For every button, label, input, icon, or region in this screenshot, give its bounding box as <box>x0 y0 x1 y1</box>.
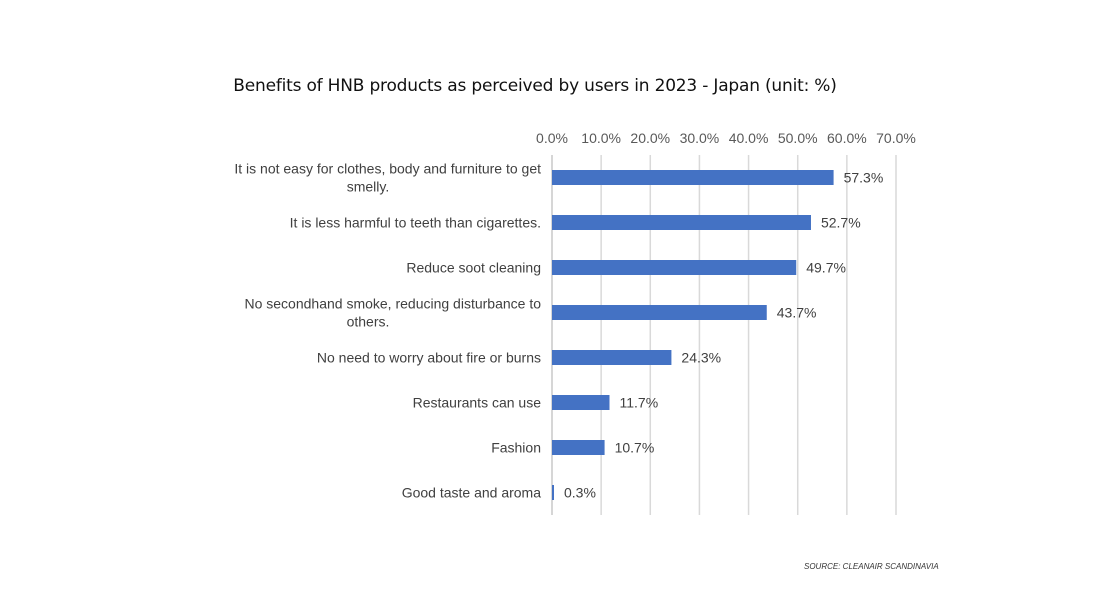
bar <box>552 485 554 500</box>
data-label: 52.7% <box>821 215 861 231</box>
category-label: It is not easy for clothes, body and fur… <box>234 161 541 177</box>
category-label: Fashion <box>491 440 541 456</box>
category-label: Good taste and aroma <box>402 485 542 501</box>
bar <box>552 260 797 275</box>
category-label: Reduce soot cleaning <box>406 260 541 276</box>
x-tick-label: 10.0% <box>581 130 621 146</box>
category-label: No secondhand smoke, reducing disturbanc… <box>244 296 541 312</box>
bar <box>552 215 811 230</box>
data-label: 57.3% <box>844 170 884 186</box>
gridlines <box>551 155 897 515</box>
data-label: 11.7% <box>619 395 658 411</box>
bar <box>552 440 605 455</box>
category-label: Restaurants can use <box>413 395 542 411</box>
x-tick-label: 60.0% <box>827 130 867 146</box>
category-label: No need to worry about fire or burns <box>317 350 541 366</box>
data-label: 49.7% <box>806 260 846 276</box>
data-label: 0.3% <box>564 485 596 501</box>
category-label: smelly. <box>347 179 390 195</box>
data-label: 24.3% <box>681 350 721 366</box>
data-labels: 57.3% 52.7% 49.7% 43.7% 24.3% 11.7% 10.7% 0.3% <box>564 170 883 501</box>
bar <box>552 350 672 365</box>
chart-title: Benefits of HNB products as perceived by… <box>233 76 837 96</box>
bar <box>552 170 834 185</box>
bars <box>552 170 834 500</box>
bar <box>552 305 767 320</box>
category-label: others. <box>347 314 390 330</box>
category-label: It is less harmful to teeth than cigaret… <box>290 215 541 231</box>
data-label: 43.7% <box>777 305 817 321</box>
data-label: 10.7% <box>615 440 655 456</box>
category-labels: It is not easy for clothes, body and fur… <box>234 161 541 501</box>
source-note: SOURCE: CLEANAIR SCANDINAVIA <box>804 562 939 571</box>
x-tick-label: 70.0% <box>876 130 916 146</box>
x-tick-label: 50.0% <box>778 130 818 146</box>
x-tick-label: 0.0% <box>536 130 568 146</box>
bar <box>552 395 610 410</box>
x-tick-label: 20.0% <box>630 130 670 146</box>
x-tick-label: 30.0% <box>680 130 720 146</box>
x-tick-label: 40.0% <box>729 130 769 146</box>
x-tick-labels: 0.0% 10.0% 20.0% 30.0% 40.0% 50.0% 60.0% 70.0% <box>536 130 916 146</box>
